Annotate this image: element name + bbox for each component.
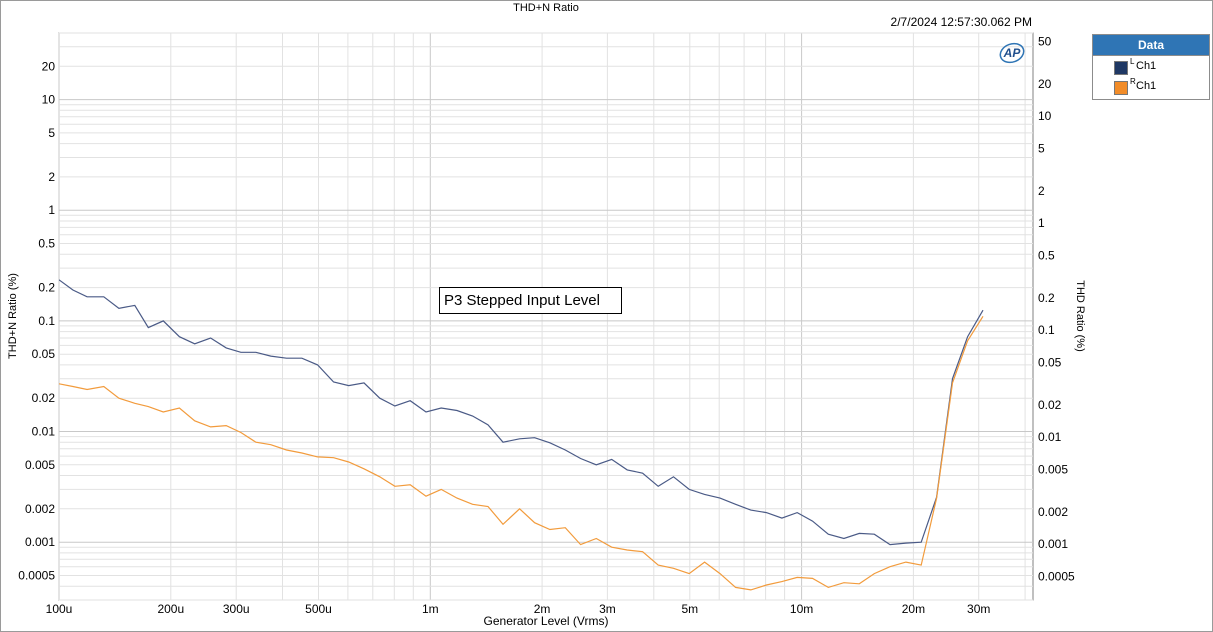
legend-channel-right: R <box>1130 77 1136 86</box>
legend-item-right[interactable]: R Ch1 <box>1093 76 1209 96</box>
y-tick-label-left: 0.01 <box>32 425 56 439</box>
y-tick-label-left: 0.2 <box>38 281 55 295</box>
legend-name-left: Ch1 <box>1136 60 1157 72</box>
y-tick-label-right: 0.1 <box>1038 323 1055 337</box>
plot-area[interactable] <box>58 32 1034 601</box>
y-tick-label-right: 0.5 <box>1038 248 1055 262</box>
y-tick-label-left: 5 <box>48 126 55 140</box>
y-tick-label-right: 0.02 <box>1038 398 1062 412</box>
legend-name-right: Ch1 <box>1136 80 1157 92</box>
y-tick-label-right: 0.002 <box>1038 505 1068 519</box>
x-tick-label: 100u <box>46 602 73 616</box>
series-lines <box>59 279 984 591</box>
y-tick-label-left: 0.1 <box>38 314 55 328</box>
y-tick-label-left: 0.002 <box>25 502 55 516</box>
y-tick-label-left: 10 <box>42 93 56 107</box>
y-tick-label-left: 0.0005 <box>18 569 55 583</box>
x-axis-label: Generator Level (Vrms) <box>484 614 609 628</box>
x-tick-label: 1m <box>422 602 439 616</box>
y-tick-label-right: 2 <box>1038 184 1045 198</box>
annotation-box[interactable]: P3 Stepped Input Level <box>439 287 622 314</box>
series-line-r <box>59 315 984 591</box>
chart-title: THD+N Ratio <box>513 2 579 14</box>
x-tick-label: 30m <box>967 602 990 616</box>
y-tick-label-right: 0.01 <box>1038 430 1062 444</box>
y-tick-label-left: 0.5 <box>38 237 55 251</box>
legend-title: Data <box>1093 35 1209 56</box>
legend-swatch-left[interactable] <box>1114 61 1128 75</box>
ap-logo-text: AP <box>1003 46 1022 60</box>
legend-channel-left: L <box>1130 57 1135 66</box>
y-tick-label-right: 0.0005 <box>1038 569 1075 583</box>
x-tick-label: 3m <box>599 602 616 616</box>
y-tick-label-left: 1 <box>48 203 55 217</box>
y-tick-label-right: 10 <box>1038 109 1052 123</box>
x-tick-label: 5m <box>681 602 698 616</box>
timestamp: 2/7/2024 12:57:30.062 PM <box>891 15 1032 29</box>
series-line-l <box>59 279 984 546</box>
y-tick-label-left: 2 <box>48 170 55 184</box>
y-tick-label-right: 0.001 <box>1038 537 1068 551</box>
ap-logo-icon: AP <box>999 42 1025 64</box>
legend-swatch-right[interactable] <box>1114 81 1128 95</box>
y-tick-label-right: 0.05 <box>1038 355 1062 369</box>
y-tick-label-right: 50 <box>1038 35 1052 49</box>
y-axis-label-right: THD Ratio (%) <box>1074 280 1086 352</box>
legend-item-left[interactable]: L Ch1 <box>1093 56 1209 76</box>
y-tick-label-right: 20 <box>1038 77 1052 91</box>
x-tick-label: 2m <box>534 602 551 616</box>
y-tick-label-left: 0.005 <box>25 458 55 472</box>
y-axis-label-left: THD+N Ratio (%) <box>7 273 19 359</box>
y-tick-label-left: 20 <box>42 59 56 73</box>
tick-labels: 100u 200u 300u 500u 1m 2m 3m 5m 10m 20m 30m 20 10 5 2 1… <box>18 35 1075 617</box>
y-tick-label-left: 0.02 <box>32 391 56 405</box>
x-tick-label: 300u <box>223 602 250 616</box>
legend: Data L Ch1 R Ch1 <box>1092 34 1210 100</box>
x-tick-label: 20m <box>902 602 925 616</box>
y-tick-label-left: 0.05 <box>32 347 56 361</box>
y-tick-label-right: 0.2 <box>1038 291 1055 305</box>
y-tick-label-right: 1 <box>1038 216 1045 230</box>
y-tick-label-right: 5 <box>1038 141 1045 155</box>
grid <box>58 32 1033 601</box>
y-tick-label-left: 0.001 <box>25 535 55 549</box>
x-tick-label: 10m <box>790 602 813 616</box>
y-tick-label-right: 0.005 <box>1038 462 1068 476</box>
x-tick-label: 200u <box>157 602 184 616</box>
x-tick-label: 500u <box>305 602 332 616</box>
